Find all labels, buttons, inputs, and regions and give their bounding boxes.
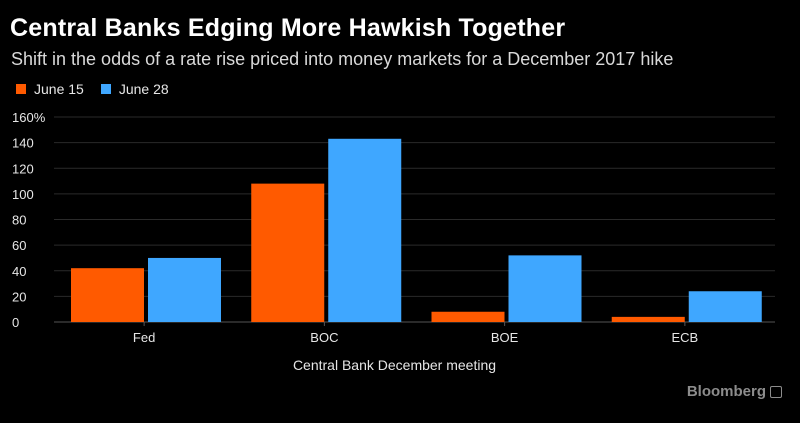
- bar-boe-june28: [508, 255, 582, 322]
- chart-title: Central Banks Edging More Hawkish Togeth…: [10, 14, 566, 42]
- chart-subtitle: Shift in the odds of a rate rise priced …: [11, 49, 674, 69]
- y-tick-label: 0: [12, 315, 19, 330]
- x-tick-label: BOE: [491, 330, 519, 345]
- y-tick-label: 20: [12, 289, 26, 304]
- y-tick-label: 40: [12, 264, 26, 279]
- y-tick-label: 140: [12, 136, 34, 151]
- legend-label-june15: June 15: [34, 81, 84, 97]
- y-tick-label: 60: [12, 238, 26, 253]
- bloomberg-terminal-icon: [770, 385, 782, 398]
- x-tick-label: BOC: [310, 330, 338, 345]
- bar-ecb-june28: [688, 291, 762, 322]
- legend-swatch-june28: [100, 84, 111, 94]
- bar-boe-june15: [431, 311, 505, 322]
- x-tick-label: Fed: [133, 330, 155, 345]
- bar-boc-june28: [328, 138, 402, 322]
- bar-ecb-june15: [611, 316, 685, 322]
- y-tick-label: 160%: [12, 110, 46, 125]
- legend-label-june28: June 28: [118, 81, 169, 97]
- legend-item-june15: June 15: [16, 81, 84, 97]
- brand-label: Bloomberg: [686, 383, 766, 400]
- y-tick-label: 100: [12, 187, 34, 202]
- x-axis-label: Central Bank December meeting: [293, 357, 496, 373]
- y-tick-label: 120: [12, 161, 34, 176]
- legend-item-june28: June 28: [100, 81, 169, 97]
- bar-fed-june28: [148, 257, 221, 322]
- legend-swatch-june15: [16, 84, 26, 94]
- bar-boc-june15: [251, 183, 325, 322]
- x-tick-label: ECB: [672, 330, 699, 345]
- bloomberg-logo: Bloomberg: [687, 383, 782, 400]
- y-tick-label: 80: [12, 213, 26, 228]
- bar-fed-june15: [71, 268, 144, 322]
- legend: June 15 June 28: [16, 81, 186, 97]
